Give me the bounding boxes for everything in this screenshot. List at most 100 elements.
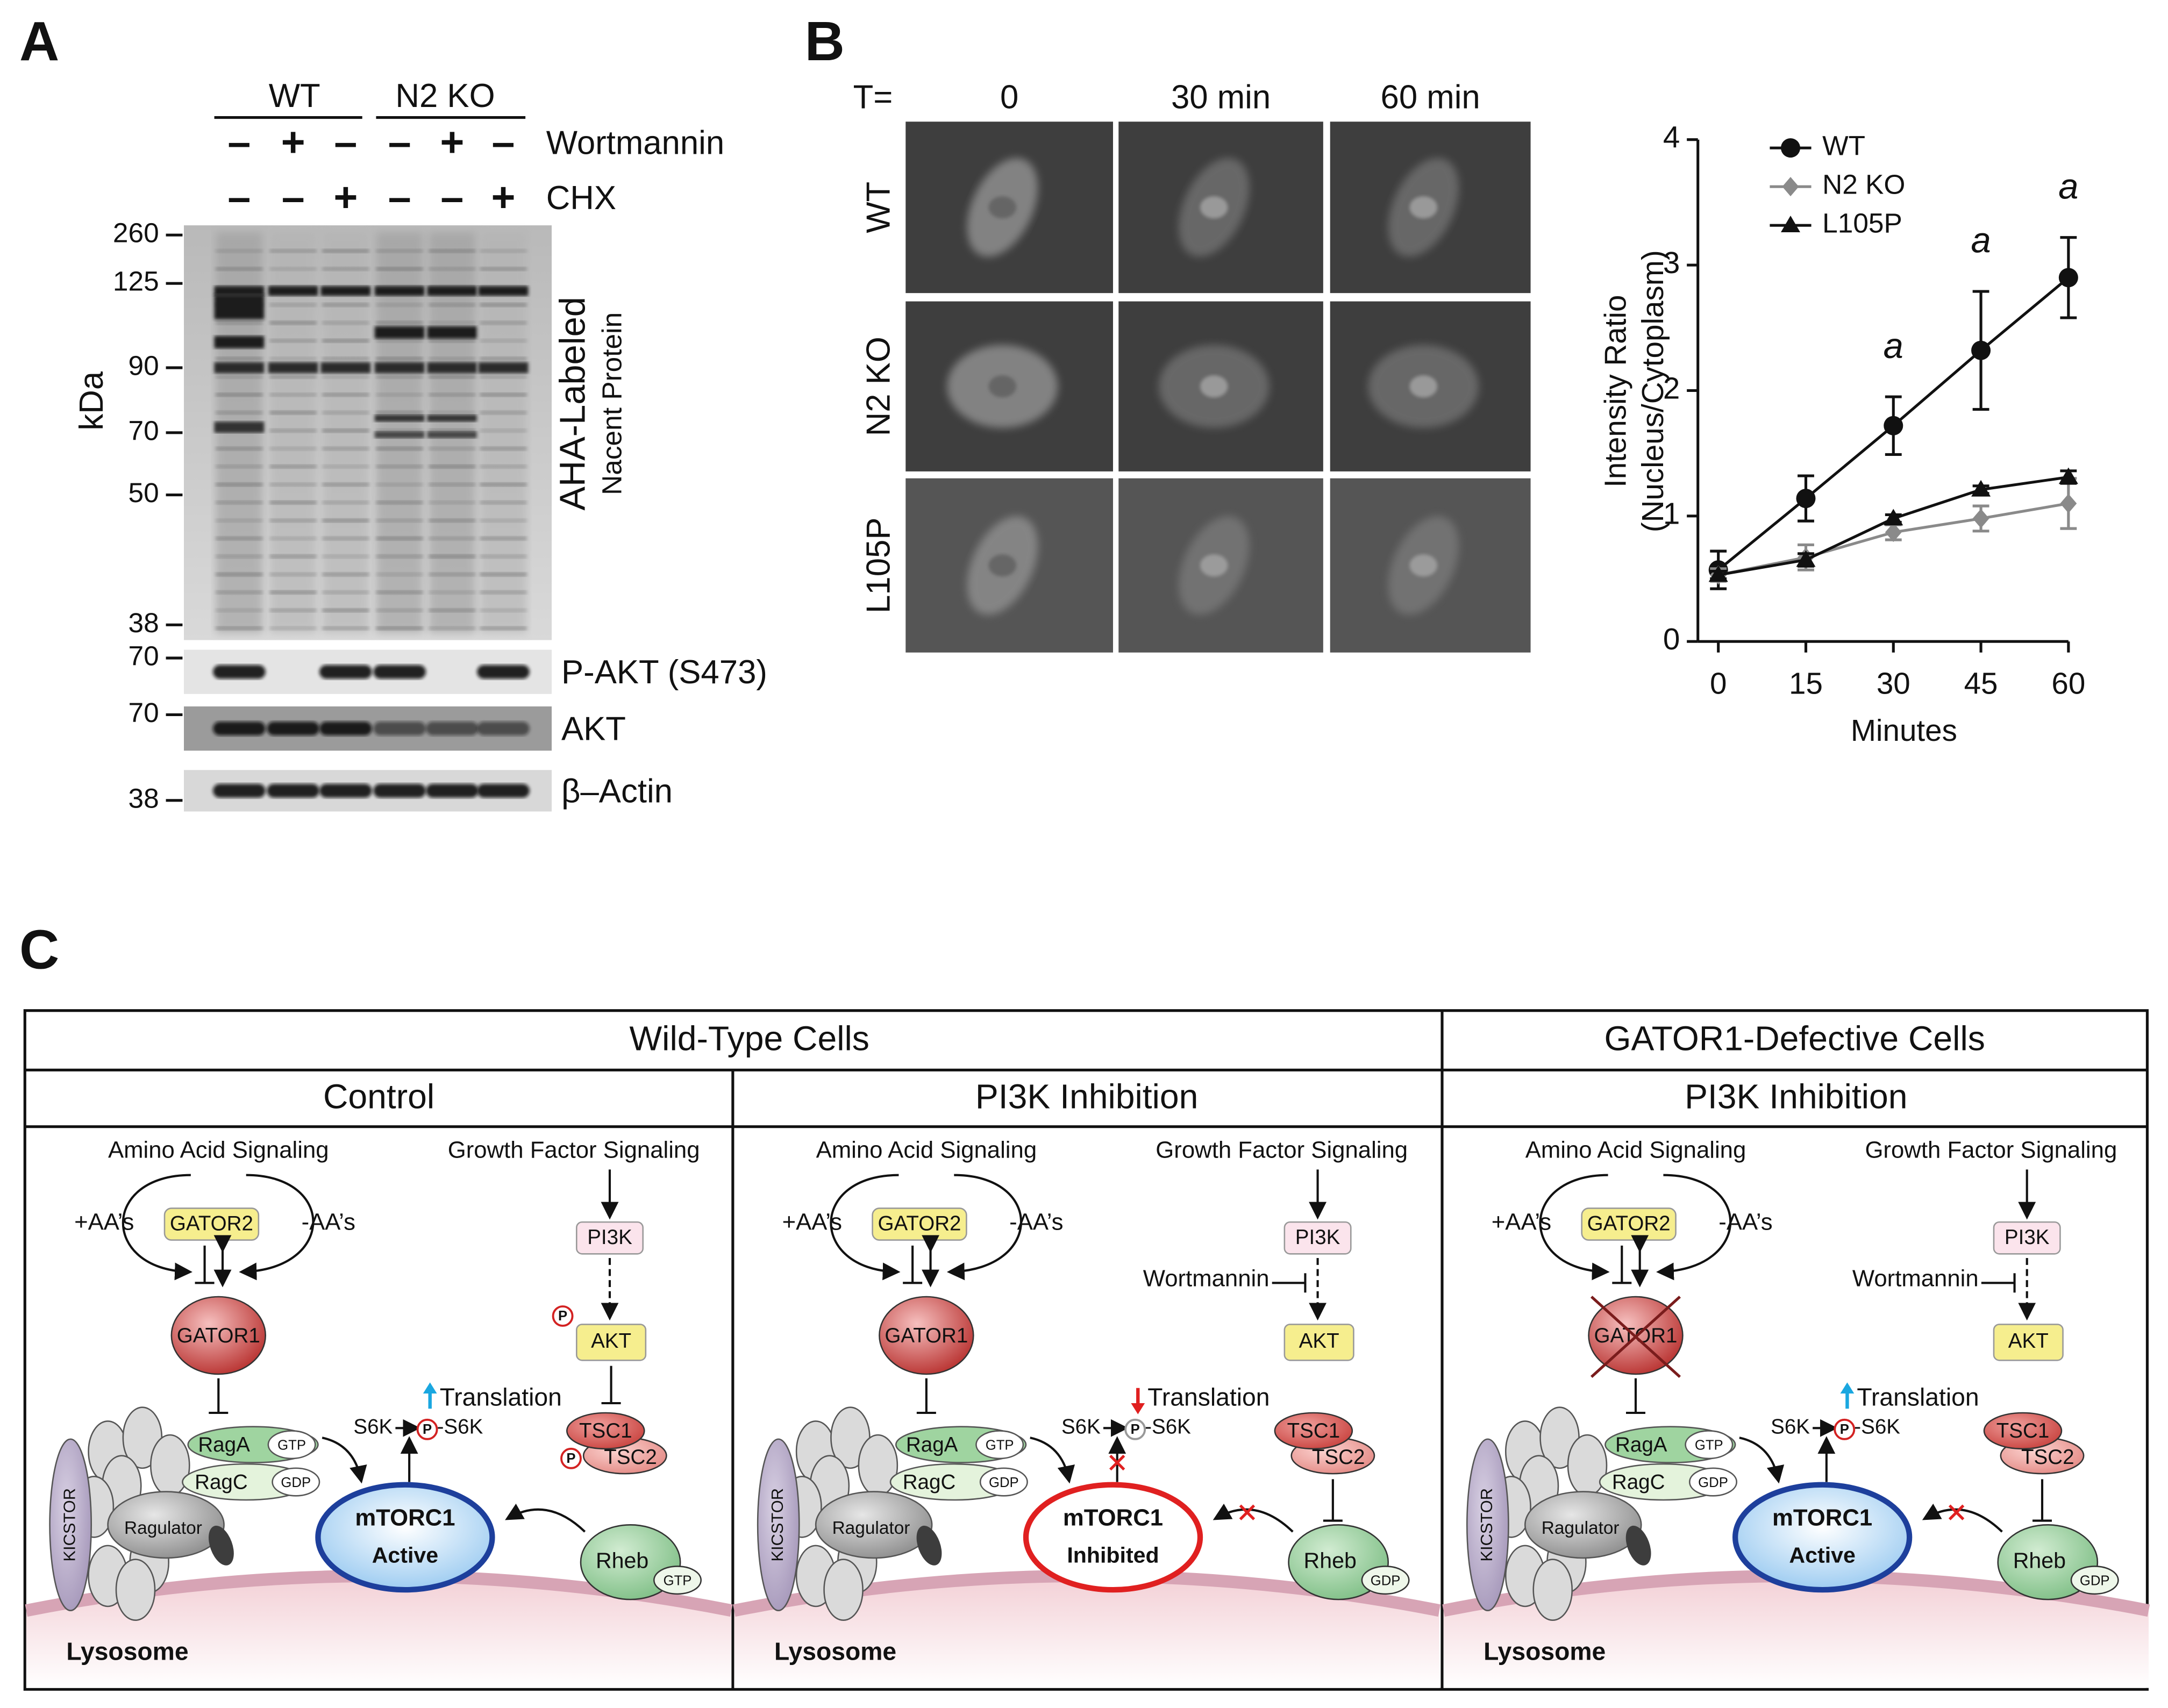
wortmannin-label: Wortmannin [1852,1266,1979,1292]
blot-band [216,410,263,415]
akt-label: AKT [1299,1330,1339,1353]
blot-band [429,500,476,505]
blot-band [216,554,263,559]
blot-band [213,664,266,679]
gator1-label: GATOR1 [177,1324,260,1347]
blot-band [269,518,317,523]
treatment-sign: + [333,174,358,220]
tsc2-label: TSC2 [2021,1446,2074,1469]
blot-band [269,320,317,325]
blot-band [429,626,476,631]
row-label: WT [860,182,897,233]
blot-band [269,590,317,595]
blot-band [480,248,527,253]
treatment-sign: + [281,119,305,165]
blot-band [216,374,263,379]
ragulator-label: Ragulator [832,1518,910,1538]
blot-band [322,554,369,559]
gator2-box [163,1207,260,1241]
complex-subunit [115,1559,156,1621]
blot-band [320,362,371,374]
blot-band [477,721,530,735]
defect-mark [1590,1296,1681,1378]
phospho-badge [1124,1418,1146,1440]
pi3k-label: PI3K [1295,1226,1340,1249]
blot-band [322,446,369,451]
blot-band [429,303,476,307]
nucleus [1200,196,1228,219]
akt-box [1993,1324,2064,1361]
tsc1 [1983,1412,2063,1450]
complex-subunit [858,1434,898,1497]
blot-band [269,356,317,361]
blot-band [429,374,476,379]
legend-label: N2 KO [1822,169,1905,200]
blot-band [322,374,369,379]
nucleotide-label: GTP [277,1438,306,1453]
blot-band [429,518,476,523]
activation-arrow [505,1503,586,1533]
blot-band [374,326,425,339]
blot-band [214,294,265,319]
ragulator-label: Ragulator [1542,1518,1620,1538]
mw-marker: 70 [129,640,159,671]
blot-band [374,415,425,422]
diagram-frame [23,1009,2149,1691]
s6k-label: S6K [1061,1415,1101,1438]
blot-band [480,267,527,271]
rheb-label: Rheb [1304,1548,1357,1573]
gator1 [170,1296,267,1375]
blot-band [214,335,265,348]
axis-label: kDa [73,371,110,430]
blot-band [427,415,477,422]
blot-band [213,721,266,735]
data-point [1885,523,1902,542]
blot-band [376,428,423,433]
blot-band [480,339,527,343]
kicstor-label: KICSTOR [1477,1488,1496,1562]
x-tick-label: 45 [1964,666,1998,700]
data-point [1971,480,1991,497]
blot-band [319,721,372,735]
ps6k-label: -S6K [1145,1415,1191,1438]
blot-band [480,428,527,433]
blot-band [269,626,317,631]
raga-nucleotide [1685,1430,1734,1460]
treatment-sign: – [388,119,411,165]
akt-box [1283,1324,1354,1361]
blot-band [429,267,476,271]
akt-box [576,1324,647,1361]
blot-band [216,500,263,505]
phospho-label: P [1840,1422,1849,1437]
blot-band [480,392,527,397]
gator2-label: GATOR2 [1587,1212,1671,1235]
treatment-sign: – [334,119,357,165]
x-tick-label: 15 [1789,666,1823,700]
blot-band [269,428,317,433]
legend-label: WT [1822,130,1865,161]
aa-label: +AA’s [1492,1209,1551,1235]
mtorc1-state: Inhibited [1067,1542,1159,1567]
aa-label: -AA’s [1718,1209,1772,1235]
blot-label: β–Actin [561,773,673,810]
mtorc1 [1023,1482,1203,1593]
blot-band [429,428,476,433]
lysosome-lumen [1443,1576,2149,1688]
column-header: PI3K Inhibition [1685,1077,1907,1116]
blot-band [374,431,425,439]
akt-label: AKT [2008,1330,2049,1353]
mtorc1-label: mTORC1 [1772,1505,1872,1531]
raga-label: RagA [1615,1433,1667,1456]
blot-band [269,339,317,343]
feedback-arrow [1656,1174,1732,1281]
blot-band [269,536,317,541]
blot-band [216,267,263,271]
nucleotide-label: GDP [989,1475,1019,1490]
blot-band [269,446,317,451]
blot-band [426,784,479,798]
blot-band [477,784,530,798]
tsc2-label: TSC2 [604,1446,657,1469]
treatment-sign: + [491,174,515,220]
lysosome-lumen [734,1576,1439,1688]
tsc1-label: TSC1 [579,1419,632,1442]
